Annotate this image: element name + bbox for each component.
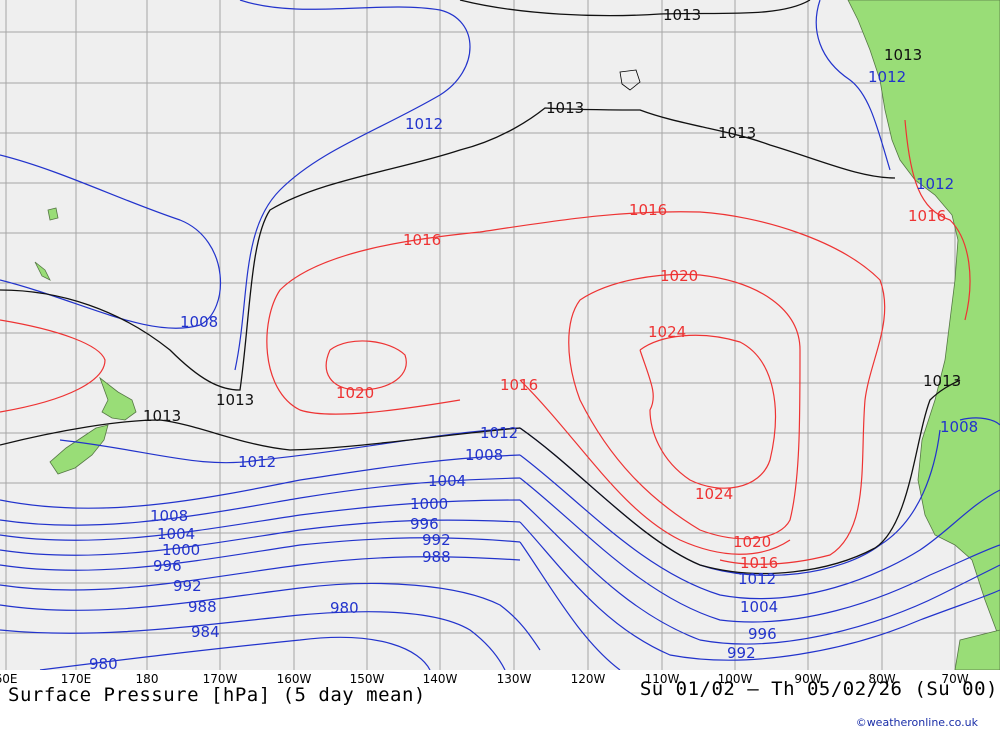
blue-isobar-labels: 1012 1012 1012 1008 1012 1012 1008 1008 … (89, 68, 978, 670)
isobar-label: 1020 (733, 533, 771, 551)
longitude-label: 110W (644, 672, 680, 686)
mid-isobars (0, 0, 961, 575)
isobar-label: 1024 (695, 485, 733, 503)
longitude-label: 60E (0, 672, 18, 686)
isobar-label: 992 (422, 531, 451, 549)
isobar-label: 1012 (738, 570, 776, 588)
longitude-label: 70W (941, 672, 969, 686)
red-isobar-labels: 1016 1016 1016 1020 1024 1020 1016 1024 … (336, 201, 946, 572)
isobar-label: 1012 (238, 453, 276, 471)
land-masses (34, 0, 1000, 670)
longitude-label: 120W (570, 672, 606, 686)
isobar-label: 1016 (629, 201, 667, 219)
island-vanuatu (34, 261, 51, 281)
high-isobars (0, 119, 971, 565)
isobar-label: 1012 (916, 175, 954, 193)
isobar-label: 1020 (660, 267, 698, 285)
longitude-label: 150W (349, 672, 385, 686)
new-zealand-north (99, 376, 137, 421)
isobar-label: 1016 (500, 376, 538, 394)
isobar-label: 996 (748, 625, 777, 643)
forecast-period: Su 01/02 – Th 05/02/26 (Su 00) (639, 678, 998, 700)
isobar-label: 980 (330, 599, 359, 617)
longitude-label: 160W (276, 672, 312, 686)
island-fiji (47, 207, 59, 221)
antarctic-peninsula-tip (954, 629, 1000, 670)
isobar-label: 996 (153, 557, 182, 575)
isobar-label: 1012 (868, 68, 906, 86)
isobar-label: 1008 (940, 418, 978, 436)
isobar-label: 1016 (740, 554, 778, 572)
longitude-label: 140W (422, 672, 458, 686)
isobar-label: 1013 (663, 6, 701, 24)
longitude-label: 90W (794, 672, 822, 686)
isobar-label: 1008 (180, 313, 218, 331)
south-america (847, 0, 1000, 641)
isobar-label: 1004 (428, 472, 466, 490)
longitude-label: 130W (496, 672, 532, 686)
lat-lon-grid (0, 0, 1000, 670)
isobar-label: 1013 (546, 99, 584, 117)
isobar-label: 1008 (150, 507, 188, 525)
longitude-label: 100W (717, 672, 753, 686)
map-title: Surface Pressure [hPa] (5 day mean) (8, 684, 426, 706)
pressure-map: 1012 1012 1012 1008 1012 1012 1008 1008 … (0, 0, 1000, 670)
isobar-label: 1013 (143, 407, 181, 425)
island-galapagos (619, 69, 641, 91)
isobar-label: 984 (191, 623, 220, 641)
isobar-label: 1013 (216, 391, 254, 409)
isobar-label: 1013 (923, 372, 961, 390)
isobar-label: 996 (410, 515, 439, 533)
isobar-label: 1013 (884, 46, 922, 64)
isobar-label: 992 (173, 577, 202, 595)
isobar-label: 1000 (162, 541, 200, 559)
longitude-label: 80W (868, 672, 896, 686)
isobar-label: 1013 (718, 124, 756, 142)
isobar-label: 1020 (336, 384, 374, 402)
isobar-label: 992 (727, 644, 756, 662)
black-isobar-labels: 1013 1013 1013 1013 1013 1013 1013 (143, 6, 961, 425)
longitude-label: 170W (202, 672, 238, 686)
credit-link[interactable]: ©weatheronline.co.uk (855, 716, 978, 729)
isobar-label: 980 (89, 655, 118, 670)
footer-bar (0, 670, 1000, 733)
isobar-label: 1008 (465, 446, 503, 464)
isobar-label: 988 (422, 548, 451, 566)
isobar-label: 1016 (908, 207, 946, 225)
isobar-label: 1004 (157, 525, 195, 543)
isobar-label: 1024 (648, 323, 686, 341)
isobar-label: 1012 (480, 424, 518, 442)
isobar-label: 1004 (740, 598, 778, 616)
isobar-label: 1012 (405, 115, 443, 133)
isobar-label: 1016 (403, 231, 441, 249)
longitude-label: 170E (60, 672, 92, 686)
isobar-label: 1000 (410, 495, 448, 513)
isobar-label: 988 (188, 598, 217, 616)
longitude-label: 180 (135, 672, 159, 686)
